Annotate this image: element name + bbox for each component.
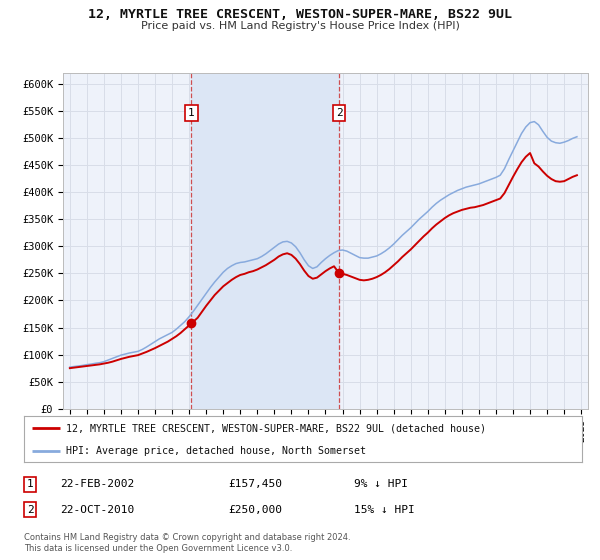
Text: 22-OCT-2010: 22-OCT-2010	[60, 505, 134, 515]
Text: 12, MYRTLE TREE CRESCENT, WESTON-SUPER-MARE, BS22 9UL (detached house): 12, MYRTLE TREE CRESCENT, WESTON-SUPER-M…	[66, 423, 486, 433]
Text: £157,450: £157,450	[228, 479, 282, 489]
Text: £250,000: £250,000	[228, 505, 282, 515]
Bar	[191, 73, 339, 409]
Text: 1: 1	[188, 108, 195, 118]
Text: 22-FEB-2002: 22-FEB-2002	[60, 479, 134, 489]
Text: HPI: Average price, detached house, North Somerset: HPI: Average price, detached house, Nort…	[66, 446, 366, 455]
Text: 2: 2	[26, 505, 34, 515]
Text: 12, MYRTLE TREE CRESCENT, WESTON-SUPER-MARE, BS22 9UL: 12, MYRTLE TREE CRESCENT, WESTON-SUPER-M…	[88, 8, 512, 21]
Text: 9% ↓ HPI: 9% ↓ HPI	[354, 479, 408, 489]
Text: 15% ↓ HPI: 15% ↓ HPI	[354, 505, 415, 515]
Text: 1: 1	[26, 479, 34, 489]
Text: 2: 2	[336, 108, 343, 118]
Text: Price paid vs. HM Land Registry's House Price Index (HPI): Price paid vs. HM Land Registry's House …	[140, 21, 460, 31]
Text: Contains HM Land Registry data © Crown copyright and database right 2024.
This d: Contains HM Land Registry data © Crown c…	[24, 533, 350, 553]
